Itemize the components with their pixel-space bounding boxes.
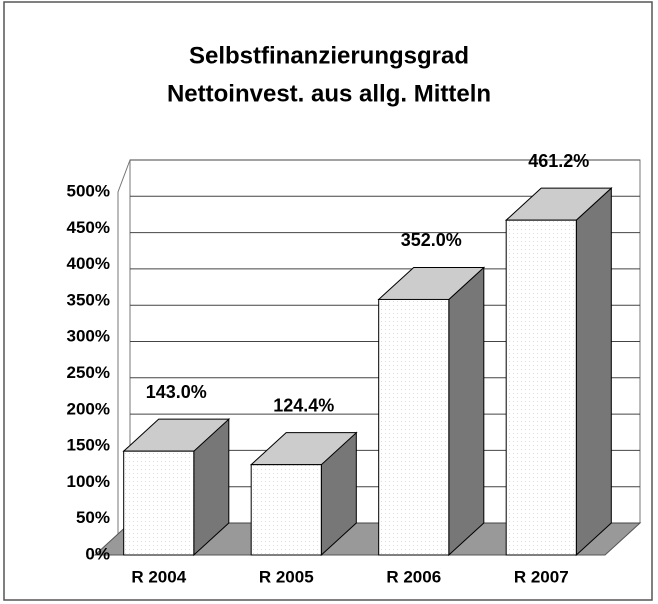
- y-tick-label: 50%: [76, 508, 110, 527]
- x-tick-label: R 2004: [131, 567, 186, 586]
- y-tick-label: 350%: [67, 290, 110, 309]
- bar-side: [448, 266, 485, 557]
- x-tick-label: R 2006: [386, 567, 441, 586]
- value-label: 352.0%: [401, 230, 462, 250]
- bar: [250, 464, 322, 556]
- frame: [3, 1, 653, 601]
- y-tick-label: 0%: [85, 544, 110, 563]
- y-tick-label: 150%: [67, 436, 110, 455]
- value-label: 124.4%: [273, 395, 334, 415]
- y-tick-label: 300%: [67, 327, 110, 346]
- y-tick-label: 450%: [67, 218, 110, 237]
- y-tick-label: 400%: [67, 254, 110, 273]
- chart-title: Selbstfinanzierungsgrad: [189, 42, 469, 69]
- bar: [378, 298, 450, 556]
- value-label: 461.2%: [528, 151, 589, 171]
- x-tick-label: R 2005: [259, 567, 314, 586]
- bar-side: [575, 187, 612, 557]
- y-tick-label: 500%: [67, 181, 110, 200]
- x-tick-label: R 2007: [514, 567, 569, 586]
- y-tick-label: 100%: [67, 472, 110, 491]
- chart-subtitle: Nettoinvest. aus allg. Mitteln: [167, 80, 491, 107]
- y-tick-label: 200%: [67, 399, 110, 418]
- value-label: 143.0%: [146, 382, 207, 402]
- bar: [505, 219, 577, 556]
- bar: [123, 450, 195, 556]
- y-tick-label: 250%: [67, 363, 110, 382]
